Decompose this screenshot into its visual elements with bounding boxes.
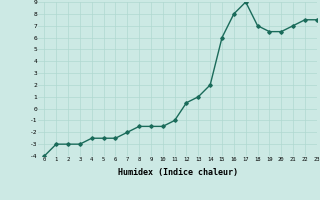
X-axis label: Humidex (Indice chaleur): Humidex (Indice chaleur)	[118, 168, 238, 177]
